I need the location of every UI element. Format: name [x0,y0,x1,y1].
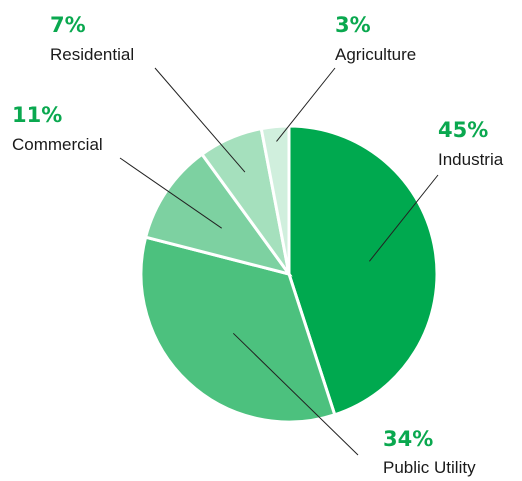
category-label-commercial: Commercial [12,135,103,154]
category-label-agriculture: Agriculture [335,45,416,64]
pie-slice-commercial [143,152,293,277]
value-label-public-utility: 34% [383,427,433,451]
pie-slice-industria [287,124,439,417]
leader-line-agriculture [276,67,336,142]
pie-slice-public-utility [139,235,337,424]
category-label-public-utility: Public Utility [383,458,476,477]
value-label-industria: 45% [438,118,488,142]
pie-slices [139,124,439,424]
leader-line-commercial [119,157,222,229]
value-label-residential: 7% [50,13,86,37]
leader-line-residential [154,67,246,173]
value-label-commercial: 11% [12,103,62,127]
category-label-industria: Industria [438,150,504,169]
leader-lines [119,67,439,456]
category-label-residential: Residential [50,45,134,64]
value-label-agriculture: 3% [335,13,371,37]
leader-line-public-utility [232,332,359,456]
leader-line-industria [369,174,439,262]
